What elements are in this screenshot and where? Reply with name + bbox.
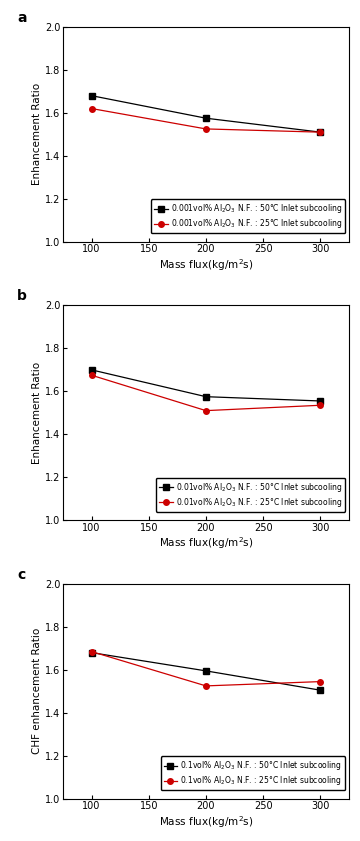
Legend: 0.001vol% Al$_2$O$_3$ N.F. : 50°C Inlet subcooling, 0.001vol% Al$_2$O$_3$ N.F. :: 0.001vol% Al$_2$O$_3$ N.F. : 50°C Inlet … <box>151 199 345 234</box>
0.01vol% Al$_2$O$_3$ N.F. : 50°C Inlet subcooling: (300, 1.55): 50°C Inlet subcooling: (300, 1.55) <box>318 396 323 406</box>
X-axis label: Mass flux(kg/m$^2$s): Mass flux(kg/m$^2$s) <box>159 257 253 273</box>
0.001vol% Al$_2$O$_3$ N.F. : 25°C Inlet subcooling: (300, 1.51): 25°C Inlet subcooling: (300, 1.51) <box>318 127 323 137</box>
Text: c: c <box>17 568 26 582</box>
0.1vol% Al$_2$O$_3$ N.F. : 50°C Inlet subcooling: (300, 1.5): 50°C Inlet subcooling: (300, 1.5) <box>318 685 323 696</box>
Y-axis label: Enhancement Ratio: Enhancement Ratio <box>32 362 42 464</box>
Y-axis label: CHF enhancement Ratio: CHF enhancement Ratio <box>32 628 42 754</box>
0.001vol% Al$_2$O$_3$ N.F. : 25°C Inlet subcooling: (100, 1.62): 25°C Inlet subcooling: (100, 1.62) <box>89 103 94 114</box>
Line: 0.1vol% Al$_2$O$_3$ N.F. : 25°C Inlet subcooling: 0.1vol% Al$_2$O$_3$ N.F. : 25°C Inlet su… <box>89 648 323 689</box>
0.1vol% Al$_2$O$_3$ N.F. : 50°C Inlet subcooling: (200, 1.59): 50°C Inlet subcooling: (200, 1.59) <box>204 666 208 676</box>
Line: 0.001vol% Al$_2$O$_3$ N.F. : 25°C Inlet subcooling: 0.001vol% Al$_2$O$_3$ N.F. : 25°C Inlet … <box>89 106 323 135</box>
Line: 0.001vol% Al$_2$O$_3$ N.F. : 50°C Inlet subcooling: 0.001vol% Al$_2$O$_3$ N.F. : 50°C Inlet … <box>89 93 323 135</box>
0.01vol% Al$_2$O$_3$ N.F. : 50°C Inlet subcooling: (100, 1.7): 50°C Inlet subcooling: (100, 1.7) <box>89 365 94 375</box>
Line: 0.01vol% Al$_2$O$_3$ N.F. : 50°C Inlet subcooling: 0.01vol% Al$_2$O$_3$ N.F. : 50°C Inlet s… <box>89 367 323 404</box>
0.01vol% Al$_2$O$_3$ N.F. : 25°C Inlet subcooling: (100, 1.68): 25°C Inlet subcooling: (100, 1.68) <box>89 370 94 380</box>
Text: a: a <box>17 11 27 25</box>
Legend: 0.1vol% Al$_2$O$_3$ N.F. : 50°C Inlet subcooling, 0.1vol% Al$_2$O$_3$ N.F. : 25°: 0.1vol% Al$_2$O$_3$ N.F. : 50°C Inlet su… <box>161 756 345 791</box>
Text: b: b <box>17 289 27 304</box>
0.1vol% Al$_2$O$_3$ N.F. : 25°C Inlet subcooling: (300, 1.54): 25°C Inlet subcooling: (300, 1.54) <box>318 676 323 686</box>
0.001vol% Al$_2$O$_3$ N.F. : 50°C Inlet subcooling: (300, 1.51): 50°C Inlet subcooling: (300, 1.51) <box>318 127 323 137</box>
Y-axis label: Enhancement Ratio: Enhancement Ratio <box>32 83 42 185</box>
0.1vol% Al$_2$O$_3$ N.F. : 25°C Inlet subcooling: (100, 1.69): 25°C Inlet subcooling: (100, 1.69) <box>89 647 94 657</box>
0.1vol% Al$_2$O$_3$ N.F. : 25°C Inlet subcooling: (200, 1.52): 25°C Inlet subcooling: (200, 1.52) <box>204 681 208 691</box>
0.01vol% Al$_2$O$_3$ N.F. : 25°C Inlet subcooling: (200, 1.51): 25°C Inlet subcooling: (200, 1.51) <box>204 405 208 415</box>
0.01vol% Al$_2$O$_3$ N.F. : 25°C Inlet subcooling: (300, 1.53): 25°C Inlet subcooling: (300, 1.53) <box>318 400 323 410</box>
0.001vol% Al$_2$O$_3$ N.F. : 50°C Inlet subcooling: (100, 1.68): 50°C Inlet subcooling: (100, 1.68) <box>89 91 94 101</box>
Line: 0.1vol% Al$_2$O$_3$ N.F. : 50°C Inlet subcooling: 0.1vol% Al$_2$O$_3$ N.F. : 50°C Inlet su… <box>89 650 323 693</box>
X-axis label: Mass flux(kg/m$^2$s): Mass flux(kg/m$^2$s) <box>159 536 253 552</box>
X-axis label: Mass flux(kg/m$^2$s): Mass flux(kg/m$^2$s) <box>159 814 253 830</box>
0.001vol% Al$_2$O$_3$ N.F. : 50°C Inlet subcooling: (200, 1.57): 50°C Inlet subcooling: (200, 1.57) <box>204 114 208 124</box>
0.001vol% Al$_2$O$_3$ N.F. : 25°C Inlet subcooling: (200, 1.52): 25°C Inlet subcooling: (200, 1.52) <box>204 124 208 134</box>
Legend: 0.01vol% Al$_2$O$_3$ N.F. : 50°C Inlet subcooling, 0.01vol% Al$_2$O$_3$ N.F. : 2: 0.01vol% Al$_2$O$_3$ N.F. : 50°C Inlet s… <box>156 478 345 512</box>
0.1vol% Al$_2$O$_3$ N.F. : 50°C Inlet subcooling: (100, 1.68): 50°C Inlet subcooling: (100, 1.68) <box>89 648 94 658</box>
0.01vol% Al$_2$O$_3$ N.F. : 50°C Inlet subcooling: (200, 1.57): 50°C Inlet subcooling: (200, 1.57) <box>204 392 208 402</box>
Line: 0.01vol% Al$_2$O$_3$ N.F. : 25°C Inlet subcooling: 0.01vol% Al$_2$O$_3$ N.F. : 25°C Inlet s… <box>89 373 323 414</box>
